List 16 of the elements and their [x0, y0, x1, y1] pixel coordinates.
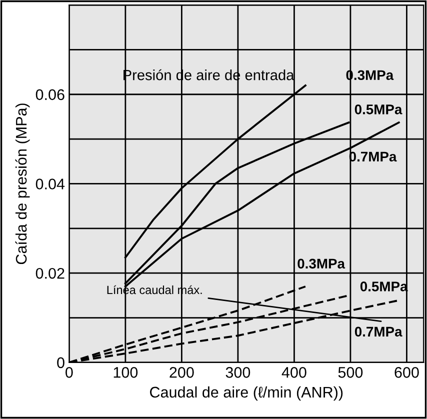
- x-tick-label: 0: [66, 367, 73, 378]
- x-tick-label: 300: [226, 367, 250, 378]
- x-tick-label: 500: [338, 367, 363, 378]
- x-tick-label: 400: [282, 367, 306, 378]
- y-tick-label: 0.04: [36, 178, 65, 190]
- y-tick-label: 0.02: [36, 268, 64, 279]
- series-label: 0.7MPa: [354, 326, 402, 337]
- x-tick-label: 100: [114, 367, 138, 378]
- x-tick-label: 600: [394, 367, 419, 378]
- y-tick-label: 0.06: [36, 89, 64, 100]
- x-tick-label: 200: [170, 367, 194, 378]
- series-label: 0.5MPa: [354, 104, 402, 114]
- series-label: 0.3MPa: [298, 258, 346, 269]
- y-tick-label: 0: [57, 357, 64, 368]
- x-axis-title: Caudal de aire (ℓ/min (ANR)): [150, 386, 343, 401]
- y-axis-title: Caída de presión (MPa): [15, 104, 30, 264]
